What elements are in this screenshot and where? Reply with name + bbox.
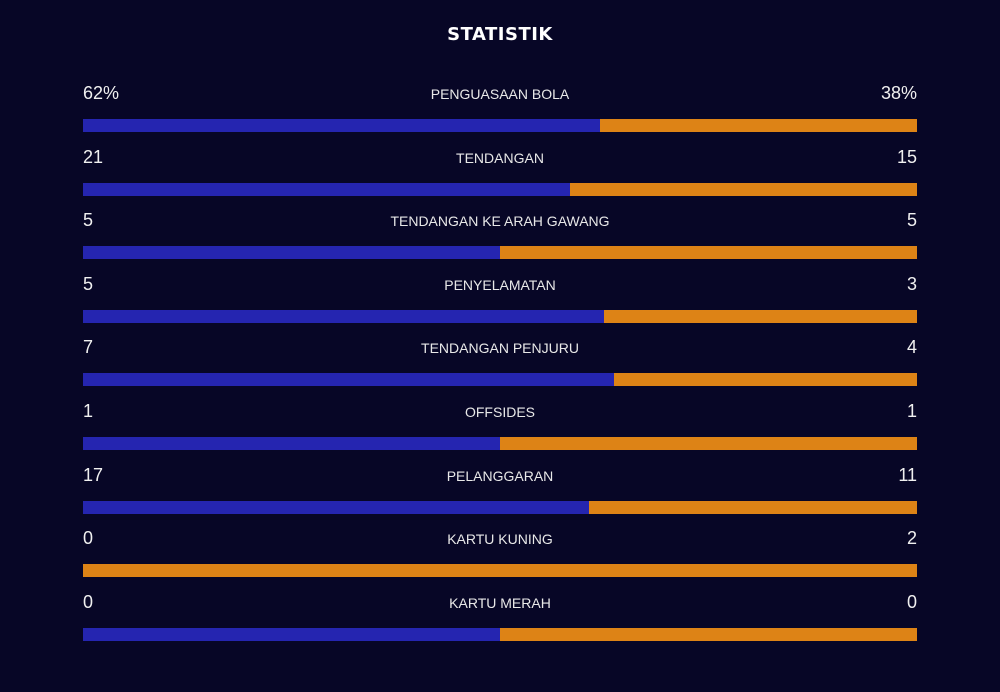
away-bar-segment xyxy=(613,373,917,387)
away-value: 2 xyxy=(906,528,917,549)
home-bar-segment xyxy=(83,246,500,260)
away-value: 4 xyxy=(906,337,917,358)
stat-comparison-bar xyxy=(83,246,917,260)
home-value: 21 xyxy=(83,146,104,167)
away-bar-segment xyxy=(500,627,917,641)
stat-label: TENDANGAN xyxy=(456,149,544,166)
stat-row: 21 TENDANGAN 15 xyxy=(83,144,917,208)
stat-label: OFFSIDES xyxy=(464,403,535,420)
home-value: 5 xyxy=(83,273,94,294)
statistics-title: STATISTIK xyxy=(447,24,553,45)
home-value: 17 xyxy=(83,464,104,485)
away-value: 0 xyxy=(906,591,917,612)
away-bar-segment xyxy=(604,309,917,323)
stat-comparison-bar xyxy=(83,564,917,578)
stat-comparison-bar xyxy=(83,309,917,323)
stat-label: PENGUASAAN BOLA xyxy=(430,86,570,102)
stat-label: TENDANGAN KE ARAH GAWANG xyxy=(390,213,610,230)
home-bar-segment xyxy=(83,182,570,196)
stat-label: KARTU MERAH xyxy=(449,594,551,611)
stat-label: KARTU KUNING xyxy=(447,531,553,548)
away-bar-segment xyxy=(589,500,917,514)
stat-comparison-bar xyxy=(83,627,917,641)
away-value: 3 xyxy=(906,273,917,294)
home-value: 1 xyxy=(83,400,94,421)
stat-row: 0 KARTU KUNING 2 xyxy=(83,525,917,589)
home-value: 5 xyxy=(83,210,94,231)
stat-label: PELANGGARAN xyxy=(446,467,554,484)
stats-list: 62% PENGUASAAN BOLA 38% 21 TENDANGAN 15 … xyxy=(83,80,917,652)
away-bar-segment xyxy=(83,564,917,578)
away-value: 38% xyxy=(880,83,917,103)
home-bar-segment xyxy=(83,500,590,514)
home-value: 62% xyxy=(83,83,120,103)
home-value: 7 xyxy=(83,337,94,358)
away-bar-segment xyxy=(569,182,917,196)
stat-label: PENYELAMATAN xyxy=(444,276,556,293)
home-bar-segment xyxy=(83,373,614,387)
stat-row: 0 KARTU MERAH 0 xyxy=(83,589,917,653)
stat-row: 5 PENYELAMATAN 3 xyxy=(83,271,917,335)
away-value: 5 xyxy=(906,210,917,231)
stat-row: 1 OFFSIDES 1 xyxy=(83,398,917,462)
away-value: 1 xyxy=(906,400,917,421)
home-value: 0 xyxy=(83,591,94,612)
stat-row: 62% PENGUASAAN BOLA 38% xyxy=(83,80,917,144)
stat-label: TENDANGAN PENJURU xyxy=(421,340,579,357)
stat-comparison-bar xyxy=(83,500,917,514)
away-bar-segment xyxy=(500,246,917,260)
home-value: 0 xyxy=(83,528,94,549)
away-value: 15 xyxy=(896,146,917,167)
stat-comparison-bar xyxy=(83,182,917,196)
stat-comparison-bar xyxy=(83,436,917,450)
stat-comparison-bar xyxy=(83,119,917,132)
away-value: 11 xyxy=(898,464,917,485)
home-bar-segment xyxy=(83,309,605,323)
away-bar-segment xyxy=(600,119,917,132)
home-bar-segment xyxy=(83,436,500,450)
home-bar-segment xyxy=(83,627,500,641)
stat-row: 7 TENDANGAN PENJURU 4 xyxy=(83,334,917,398)
stat-row: 17 PELANGGARAN 11 xyxy=(83,462,917,526)
away-bar-segment xyxy=(500,436,917,450)
home-bar-segment xyxy=(83,119,601,132)
stat-comparison-bar xyxy=(83,373,917,387)
stat-row: 5 TENDANGAN KE ARAH GAWANG 5 xyxy=(83,207,917,271)
